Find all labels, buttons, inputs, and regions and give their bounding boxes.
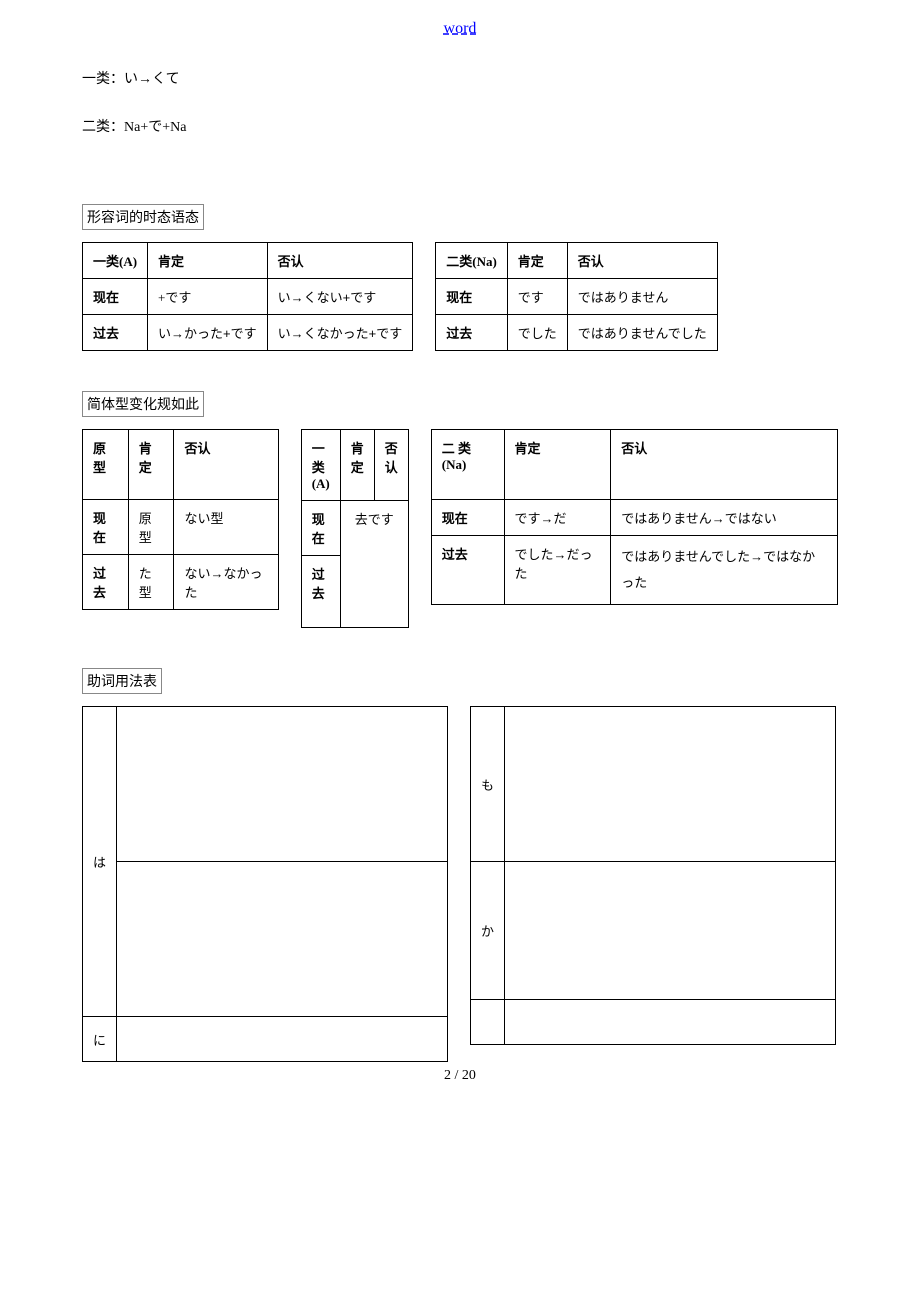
- table-cell: た型: [128, 555, 174, 610]
- section-3-title: 助词用法表: [82, 668, 162, 694]
- table-cell: い→くない+です: [267, 279, 413, 315]
- intro-line-2-prefix: 二类：: [82, 120, 124, 135]
- table-cell: 过去: [436, 315, 508, 351]
- table-cell: 过去: [83, 555, 129, 610]
- table-cell: です→だ: [504, 500, 611, 536]
- table-cell: ではありませんでした→ではなかった: [611, 536, 838, 605]
- intro-line-1-body: い→くて: [124, 70, 180, 86]
- particle-cell: も: [471, 707, 505, 862]
- particle-cell-empty: [117, 862, 448, 1017]
- particle-cell-empty: [505, 862, 836, 1000]
- plain-table-na: 二 类(Na) 肯定 否认 现在 です→だ ではありません→ではない 过去 でし…: [431, 429, 838, 605]
- table-header: 否认: [267, 243, 413, 279]
- table-header: 一 类(A): [301, 430, 340, 501]
- table-header: 肯定: [507, 243, 567, 279]
- particle-cell: か: [471, 862, 505, 1000]
- particle-table-left: は に: [82, 706, 448, 1062]
- table-cell: +です: [148, 279, 268, 315]
- particle-table-right: も か: [470, 706, 836, 1045]
- table-cell: ない型: [174, 500, 278, 555]
- table-cell: ない→なかった: [174, 555, 278, 610]
- intro-line-2: 二类：Na+で+Na: [82, 116, 838, 136]
- table-cell: ではありませんでした: [567, 315, 717, 351]
- particle-cell-empty: [471, 1000, 505, 1045]
- section-1-tables: 一类(A) 肯定 否认 现在 +です い→くない+です 过去 い→かった+です …: [82, 242, 838, 351]
- section-2-title: 简体型变化规如此: [82, 391, 204, 417]
- intro-line-1-prefix: 一类：: [82, 72, 124, 87]
- table-cell: 去です: [340, 501, 408, 628]
- section-1-title: 形容词的时态语态: [82, 204, 204, 230]
- table-cell: 现在: [436, 279, 508, 315]
- table-header: 肯定: [340, 430, 374, 501]
- particle-cell: は: [83, 707, 117, 1017]
- tense-table-na: 二类(Na) 肯定 否认 现在 です ではありません 过去 でした ではありませ…: [435, 242, 718, 351]
- page-number: 2 / 20: [82, 1068, 838, 1084]
- particle-cell-empty: [505, 707, 836, 862]
- table-cell: い→かった+です: [148, 315, 268, 351]
- header-link: word: [82, 20, 838, 38]
- table-header: 肯定: [504, 430, 611, 500]
- particle-cell-empty: [505, 1000, 836, 1045]
- table-cell: 原型: [128, 500, 174, 555]
- table-cell: 现在: [83, 500, 129, 555]
- page-content: word 一类：い→くて 二类：Na+で+Na 形容词的时态语态 一类(A) 肯…: [0, 0, 920, 1094]
- table-cell: 过去: [83, 315, 148, 351]
- table-cell: ではありません: [567, 279, 717, 315]
- table-header: 否认: [374, 430, 408, 501]
- table-header: 二类(Na): [436, 243, 508, 279]
- intro-line-1: 一类：い→くて: [82, 68, 838, 88]
- particle-cell: に: [83, 1017, 117, 1062]
- particle-cell-empty: [117, 1017, 448, 1062]
- table-cell: ではありません→ではない: [611, 500, 838, 536]
- table-cell: 现在: [431, 500, 504, 536]
- table-cell: でした→だった: [504, 536, 611, 605]
- table-header: 否认: [611, 430, 838, 500]
- plain-table-verb: 原型 肯定 否认 现在 原型 ない型 过去 た型 ない→なかった: [82, 429, 279, 610]
- table-cell: です: [507, 279, 567, 315]
- plain-table-a: 一 类(A) 肯定 否认 现在 去です 过去: [301, 429, 409, 628]
- table-header: 二 类(Na): [431, 430, 504, 500]
- table-header: 肯定: [148, 243, 268, 279]
- section-3-tables: は に も か: [82, 706, 838, 1062]
- table-header: 否认: [174, 430, 278, 500]
- table-cell: でした: [507, 315, 567, 351]
- table-header: 原型: [83, 430, 129, 500]
- table-cell: 过去: [431, 536, 504, 605]
- section-2-tables: 原型 肯定 否认 现在 原型 ない型 过去 た型 ない→なかった 一 类(A) …: [82, 429, 838, 628]
- table-cell: 现在: [301, 501, 340, 556]
- table-cell: 过去: [301, 556, 340, 628]
- table-header: 否认: [567, 243, 717, 279]
- tense-table-a: 一类(A) 肯定 否认 现在 +です い→くない+です 过去 い→かった+です …: [82, 242, 413, 351]
- table-cell: い→くなかった+です: [267, 315, 413, 351]
- table-header: 肯定: [128, 430, 174, 500]
- table-cell: 现在: [83, 279, 148, 315]
- particle-cell-empty: [117, 707, 448, 862]
- table-header: 一类(A): [83, 243, 148, 279]
- intro-line-2-body: Na+で+Na: [124, 120, 186, 135]
